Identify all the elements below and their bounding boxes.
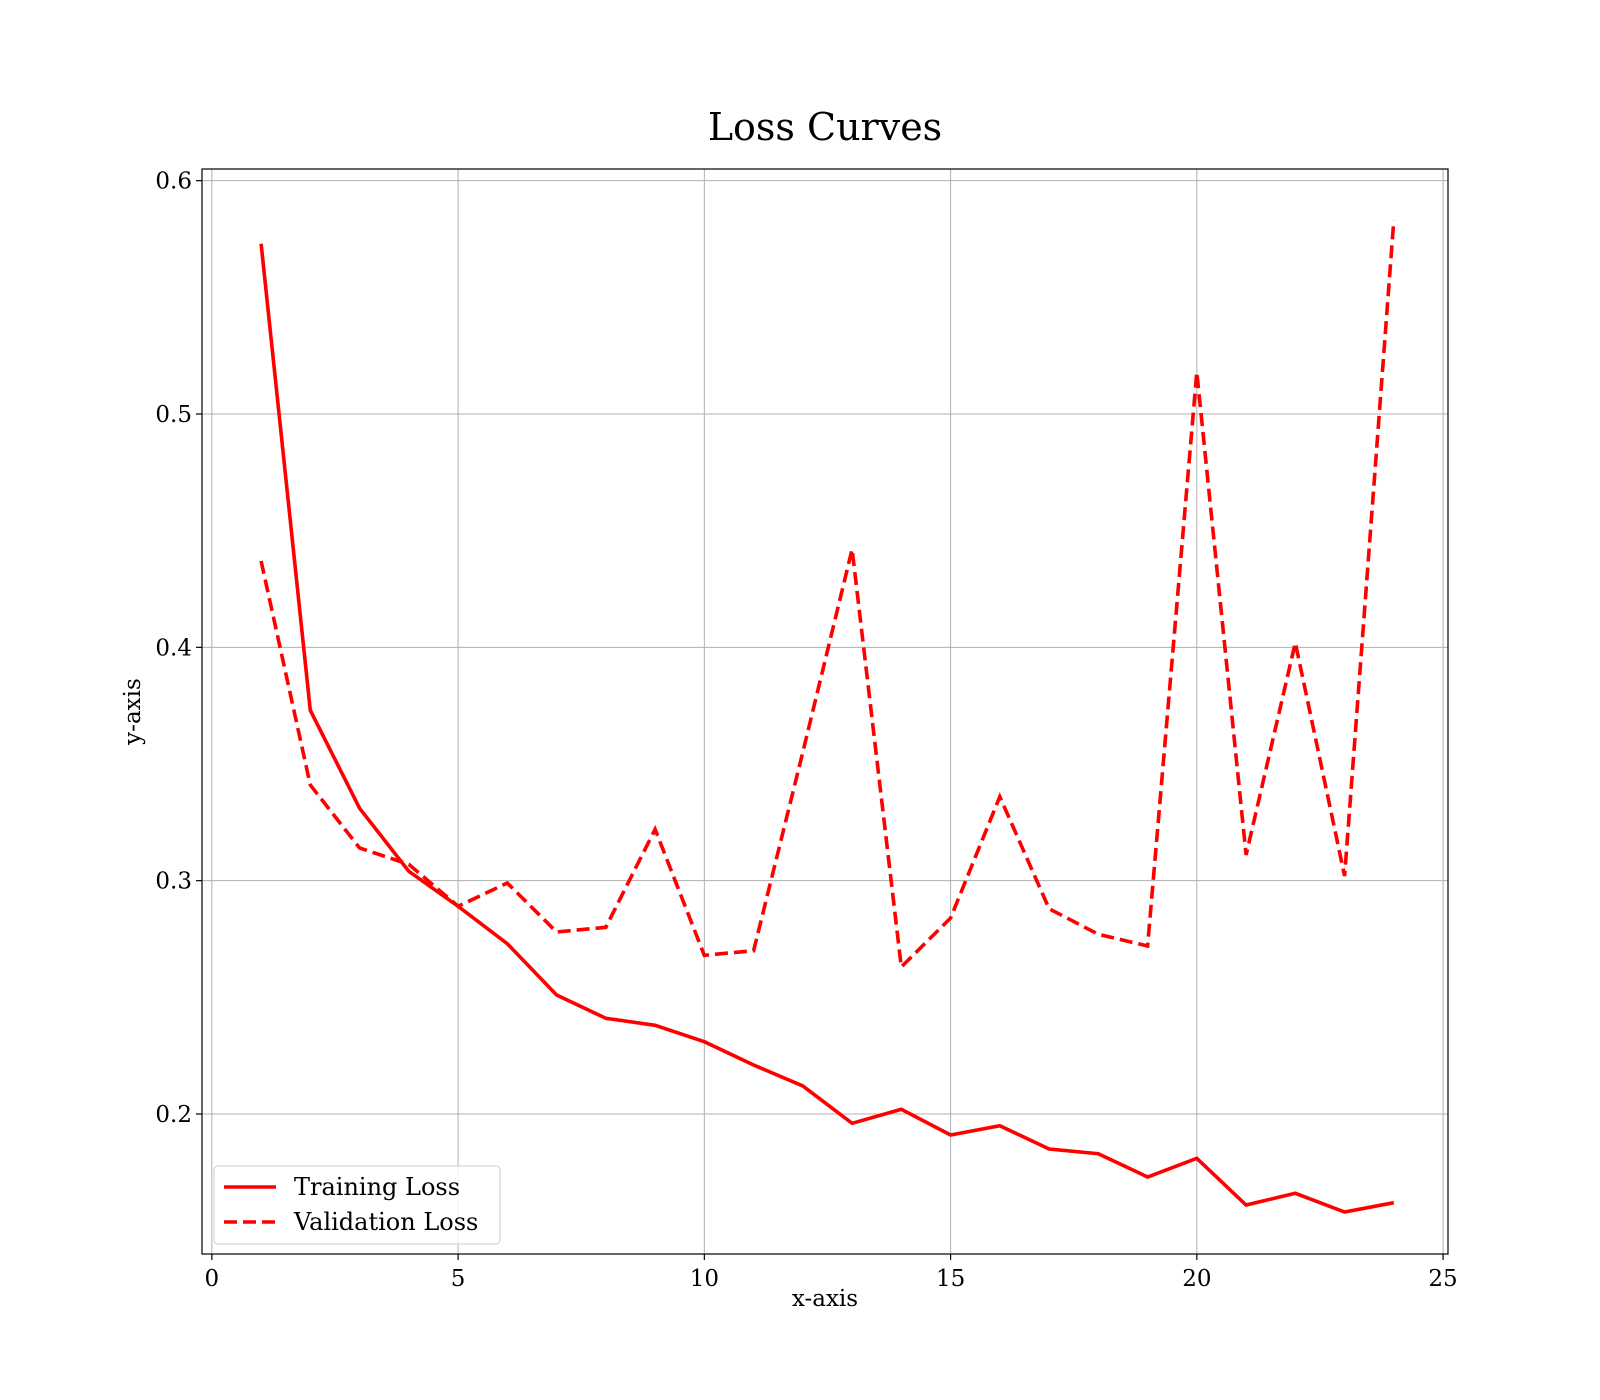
legend-label: Validation Loss bbox=[293, 1208, 478, 1236]
x-tick-label: 5 bbox=[451, 1266, 466, 1292]
y-tick-label: 0.2 bbox=[155, 1102, 192, 1128]
legend-label: Training Loss bbox=[294, 1173, 460, 1201]
series-line-training-loss bbox=[259, 243, 1395, 1214]
legend-box bbox=[213, 1165, 501, 1245]
y-axis-ticks: 0.2 0.3 0.4 0.5 0.6 bbox=[155, 169, 202, 1128]
x-tick-label: 15 bbox=[936, 1266, 965, 1292]
x-tick-label: 10 bbox=[690, 1266, 719, 1292]
series-lines bbox=[259, 220, 1396, 1214]
legend: Training Loss Validation Loss bbox=[213, 1165, 501, 1245]
y-tick-label: 0.5 bbox=[155, 402, 192, 428]
x-tick-label: 0 bbox=[205, 1266, 220, 1292]
x-tick-label: 25 bbox=[1428, 1266, 1457, 1292]
x-axis-label: x-axis bbox=[792, 1286, 858, 1312]
x-tick-label: 20 bbox=[1182, 1266, 1211, 1292]
grid bbox=[202, 169, 1448, 1254]
y-tick-label: 0.3 bbox=[155, 869, 192, 895]
y-axis-label: y-axis bbox=[120, 678, 146, 746]
x-axis-ticks: 0 5 10 15 20 25 bbox=[205, 1254, 1458, 1292]
y-tick-label: 0.6 bbox=[155, 169, 192, 195]
y-tick-label: 0.4 bbox=[155, 635, 192, 661]
plot-frame bbox=[201, 168, 1449, 1255]
series-line-validation-loss bbox=[259, 220, 1396, 971]
chart-title: Loss Curves bbox=[708, 105, 942, 149]
